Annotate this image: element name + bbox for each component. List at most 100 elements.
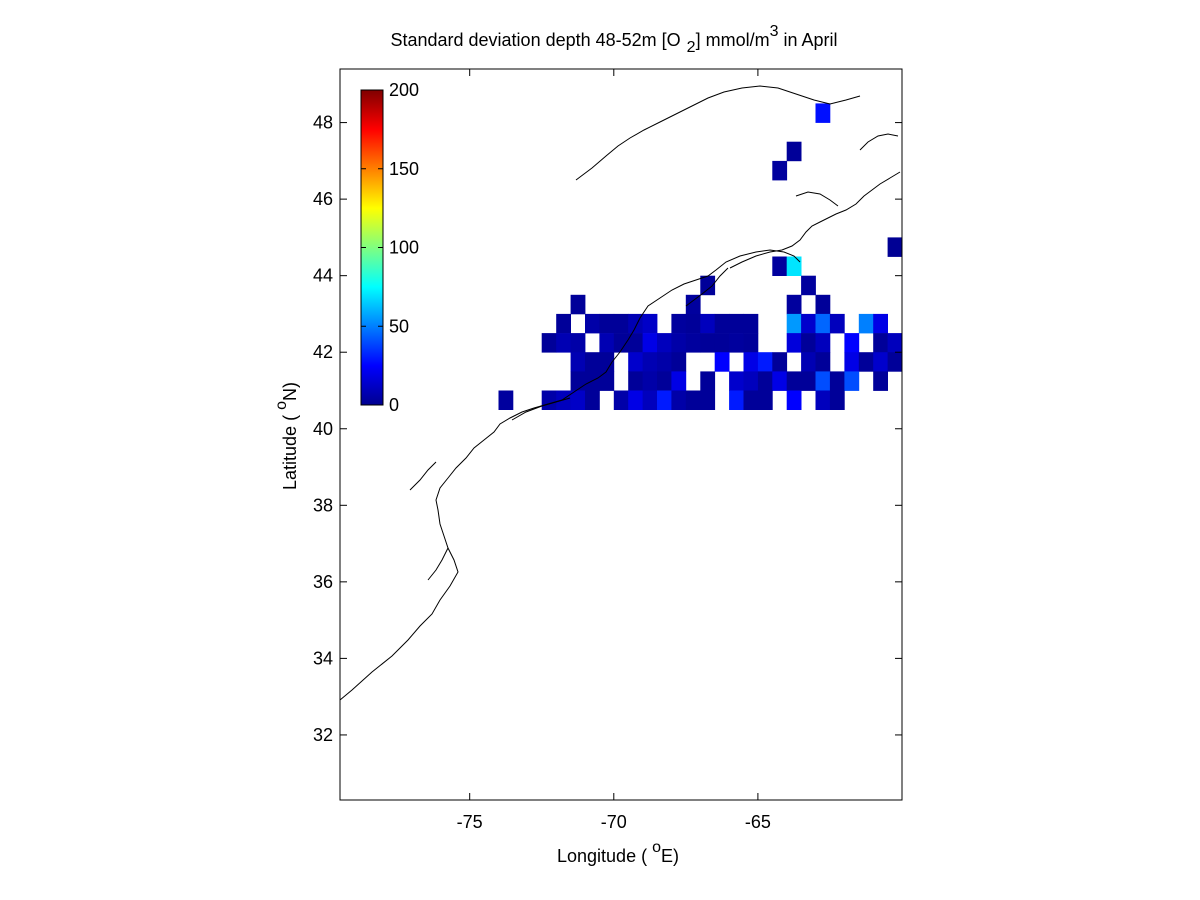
- heatmap-cell: [815, 103, 831, 123]
- heatmap-cell: [642, 371, 658, 391]
- coastline-nova-scotia: [729, 171, 901, 269]
- heatmap-cell: [714, 352, 730, 372]
- y-axis-label-superscript: o: [273, 401, 290, 410]
- heatmap-cell: [815, 390, 831, 410]
- coastline-gulf: [575, 85, 861, 181]
- heatmap-cell: [829, 390, 845, 410]
- plot-area: [340, 69, 902, 800]
- colorbar-tick-label: 0: [389, 395, 399, 415]
- heatmap-cell: [858, 313, 874, 334]
- heatmap-cell: [815, 333, 831, 353]
- heatmap-cell: [844, 371, 860, 391]
- heatmap-cell: [570, 371, 586, 391]
- heatmap-cell: [671, 371, 687, 391]
- coastline: [339, 85, 901, 701]
- heatmap-cell: [541, 333, 557, 353]
- heatmap-cell: [887, 333, 903, 353]
- heatmap-cell: [829, 371, 845, 391]
- heatmap-cell: [801, 275, 816, 296]
- chart-title-unit: ] mmol/m: [696, 30, 770, 50]
- heatmap-cell: [801, 333, 816, 353]
- heatmap-cell: [585, 390, 600, 410]
- heatmap-cell: [743, 371, 759, 391]
- heatmap-cell: [657, 371, 672, 391]
- heatmap-cell: [858, 352, 874, 372]
- heatmap-cell: [570, 352, 586, 372]
- heatmap-cell: [801, 352, 816, 372]
- heatmap-cell: [887, 352, 903, 372]
- chart-title-subscript: 2: [687, 39, 696, 56]
- heatmap-cell: [613, 313, 629, 334]
- heatmap-cell: [729, 313, 744, 334]
- heatmap-cell: [772, 160, 788, 181]
- heatmap-cell: [671, 313, 687, 334]
- y-tick-label: 36: [313, 572, 333, 592]
- heatmap-cell: [772, 371, 788, 391]
- heatmap-cell: [786, 256, 802, 276]
- heatmap-cell: [815, 294, 831, 315]
- heatmap-cell: [786, 333, 802, 353]
- heatmap-cell: [772, 352, 788, 372]
- y-tick-label: 34: [313, 648, 333, 668]
- heatmap-cell: [613, 390, 629, 410]
- heatmap-cell: [700, 390, 716, 410]
- heatmap-cell: [570, 390, 586, 410]
- heatmap-cell: [757, 371, 773, 391]
- x-tick-label: -65: [745, 812, 771, 832]
- heatmap-cell: [743, 352, 759, 372]
- heatmap-cell: [599, 352, 615, 372]
- y-tick-label: 40: [313, 419, 333, 439]
- heatmap-cell: [585, 352, 600, 372]
- heatmap-cell: [642, 313, 658, 334]
- coastline-pei: [795, 191, 839, 207]
- heatmap-cell: [599, 333, 615, 353]
- x-axis-label: Longitude ( oE): [557, 839, 679, 866]
- heatmap-cell: [873, 313, 888, 334]
- heatmap-cell: [700, 275, 716, 296]
- chart-title: Standard deviation depth 48-52m [O 2] mmo…: [390, 23, 837, 56]
- heatmap-cell: [498, 390, 514, 410]
- chart-title-superscript: 3: [770, 23, 779, 40]
- heatmap-cell: [585, 313, 600, 334]
- y-tick-label: 32: [313, 725, 333, 745]
- y-axis-label: Latitude ( oN): [273, 382, 300, 490]
- heatmap-cell: [657, 390, 672, 410]
- x-axis-label-main: Longitude (: [557, 846, 652, 866]
- heatmap-cell: [815, 371, 831, 391]
- heatmap-cell: [700, 371, 716, 391]
- heatmap-cell: [642, 390, 658, 410]
- heatmap-cell: [628, 352, 643, 372]
- y-tick-label: 38: [313, 495, 333, 515]
- heatmap-cell: [570, 294, 586, 315]
- heatmap-cell: [685, 390, 701, 410]
- heatmap-cell: [786, 141, 802, 162]
- heatmap-cell: [887, 237, 903, 257]
- heatmap-cell: [657, 333, 672, 353]
- y-tick-label: 46: [313, 189, 333, 209]
- heatmap-cell: [541, 390, 557, 410]
- heatmap-cell: [556, 333, 571, 353]
- heatmap-cell: [786, 313, 802, 334]
- heatmap-cell: [671, 390, 687, 410]
- colorbar-tick-label: 200: [389, 80, 419, 100]
- heatmap-cell: [671, 333, 687, 353]
- heatmap-cell: [873, 333, 888, 353]
- heatmap-cell: [628, 333, 643, 353]
- heatmap-cell: [815, 313, 831, 334]
- heatmap-cell: [642, 333, 658, 353]
- heatmap-cell: [556, 313, 571, 334]
- colorbar-tick-label: 150: [389, 159, 419, 179]
- heatmap-cell: [685, 294, 701, 315]
- x-tick-label: -75: [457, 812, 483, 832]
- y-axis-ticks: 32 34 36 38 40 42 44 46 48: [313, 113, 902, 745]
- heatmap-cell: [844, 333, 860, 353]
- axes-box: [339, 68, 903, 801]
- colorbar-tick-label: 50: [389, 316, 409, 336]
- heatmap-cells: [498, 103, 903, 410]
- heatmap-cell: [873, 371, 888, 391]
- heatmap-cell: [757, 390, 773, 410]
- heatmap-cell: [786, 294, 802, 315]
- chart-title-tail: in April: [778, 30, 837, 50]
- coastline-long-island: [511, 397, 571, 421]
